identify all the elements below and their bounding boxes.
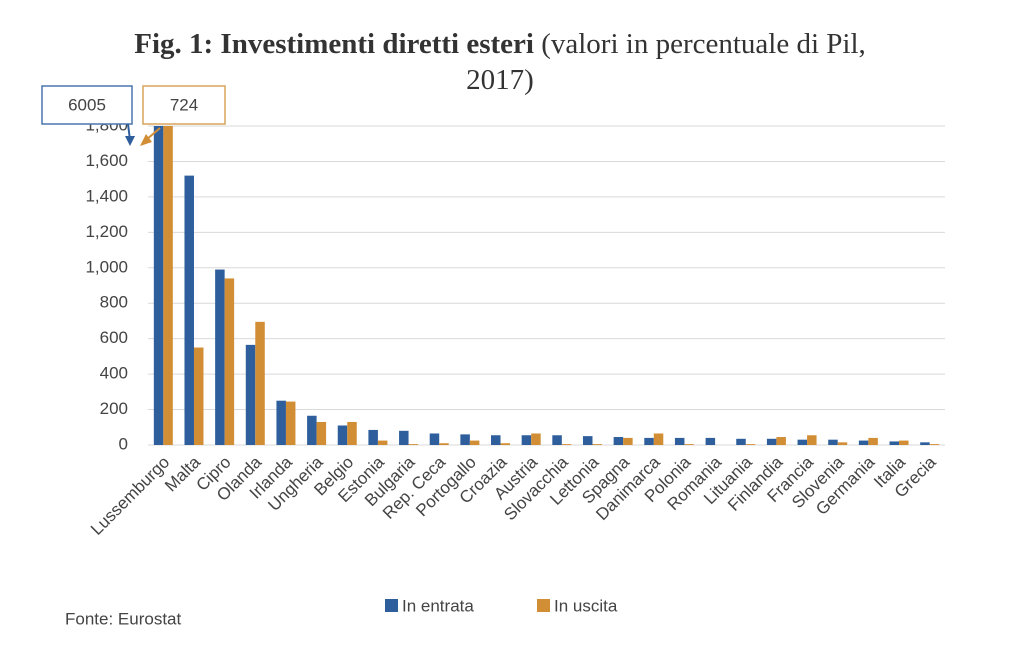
bar xyxy=(899,440,909,445)
bar xyxy=(868,437,878,445)
x-tick-label: Lussemburgo xyxy=(87,453,173,539)
bar xyxy=(307,415,317,445)
bar xyxy=(316,421,327,445)
bar xyxy=(705,437,716,445)
bar xyxy=(837,442,848,445)
bar xyxy=(582,436,593,445)
bar xyxy=(153,126,164,446)
bar xyxy=(592,444,602,445)
labels: 02004006008001,0001,2001,4001,6001,800Lu… xyxy=(85,115,940,538)
bar xyxy=(531,433,541,445)
annotation-arrow-head xyxy=(140,134,152,146)
y-tick-label: 1,200 xyxy=(85,222,128,241)
bar xyxy=(408,444,419,445)
bar xyxy=(889,441,900,445)
bar xyxy=(255,321,265,445)
bar xyxy=(245,344,256,445)
bar xyxy=(745,444,756,445)
bar xyxy=(377,440,388,445)
legend-label: In uscita xyxy=(554,596,618,615)
bar xyxy=(858,440,869,445)
bar xyxy=(163,126,173,445)
bar xyxy=(285,401,296,445)
bar xyxy=(776,437,786,445)
annotation: 724 xyxy=(170,95,198,114)
source: Fonte: Eurostat xyxy=(65,609,182,628)
bar xyxy=(521,435,532,445)
bar xyxy=(674,437,685,445)
bar xyxy=(347,421,357,445)
bar xyxy=(653,433,664,445)
grid xyxy=(148,125,945,446)
bar xyxy=(920,442,930,445)
annotation-box xyxy=(142,85,226,125)
bars xyxy=(153,126,940,446)
bar xyxy=(766,438,777,445)
bar xyxy=(613,437,624,445)
annotation-arrow-head xyxy=(125,136,135,146)
bar xyxy=(429,433,440,445)
annotation: 6005 xyxy=(68,95,106,114)
bar xyxy=(193,347,204,445)
legend-swatch xyxy=(537,599,550,612)
chart-title-block: Fig. 1: Investimenti diretti esteri (val… xyxy=(110,26,890,98)
y-tick-label: 0 xyxy=(119,434,128,453)
bar xyxy=(552,435,562,445)
bar xyxy=(797,439,808,445)
y-tick-label: 600 xyxy=(100,328,128,347)
chart-subtitle: (valori in percentuale di Pil, 2017) xyxy=(466,28,866,96)
x-tick-label: Malta xyxy=(161,452,204,495)
bar xyxy=(460,434,470,445)
y-tick-label: 800 xyxy=(100,293,128,312)
bar xyxy=(337,425,348,445)
bar xyxy=(561,444,572,445)
y-tick-label: 1,000 xyxy=(85,257,128,276)
bar xyxy=(469,440,480,445)
bar xyxy=(399,430,409,445)
bar xyxy=(828,439,838,445)
y-tick-label: 1,600 xyxy=(85,151,128,170)
bar xyxy=(215,269,225,445)
legend-label: In entrata xyxy=(402,596,474,615)
bar xyxy=(807,435,817,445)
annotation-box xyxy=(41,85,133,125)
bar xyxy=(684,444,694,445)
bar xyxy=(623,437,633,445)
chart-title: Fig. 1: Investimenti diretti esteri xyxy=(134,28,534,60)
bar xyxy=(368,429,378,445)
y-tick-label: 1,400 xyxy=(85,186,128,205)
bar xyxy=(439,443,449,445)
bar xyxy=(500,443,511,445)
bar xyxy=(184,175,194,445)
bar xyxy=(491,435,501,445)
bar xyxy=(644,437,654,445)
bar xyxy=(276,400,286,445)
bar xyxy=(929,444,940,445)
legend-swatch xyxy=(385,599,398,612)
y-tick-label: 200 xyxy=(100,399,128,418)
legend: In entrata In uscita xyxy=(385,596,618,615)
bar xyxy=(224,278,235,445)
bar xyxy=(736,438,746,445)
y-tick-label: 400 xyxy=(100,364,128,383)
